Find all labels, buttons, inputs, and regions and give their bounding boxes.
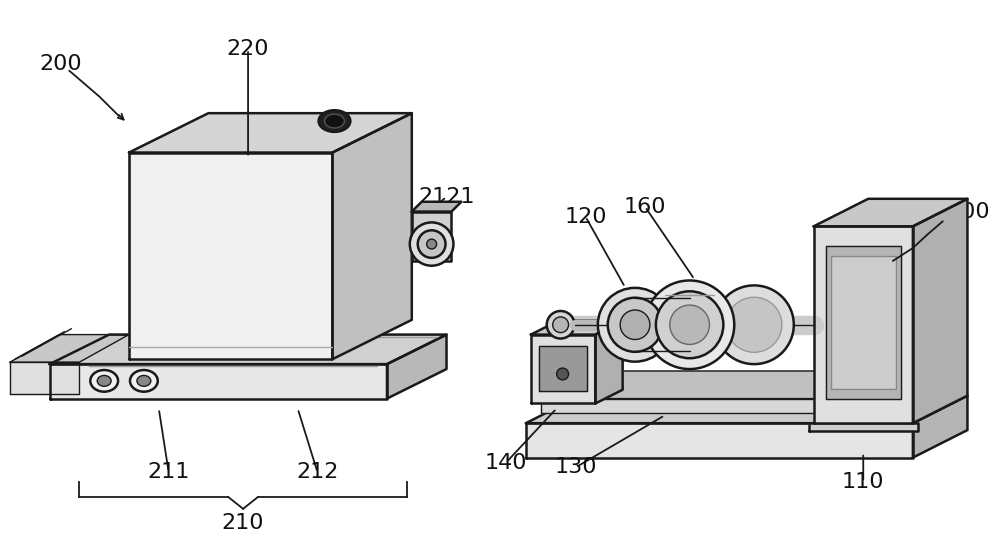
Text: 130: 130 [554, 457, 597, 478]
Polygon shape [50, 335, 447, 364]
Ellipse shape [714, 285, 794, 364]
Polygon shape [539, 346, 587, 391]
Ellipse shape [325, 114, 344, 128]
Polygon shape [412, 212, 451, 261]
Polygon shape [913, 395, 967, 458]
Text: 100: 100 [948, 201, 990, 222]
Ellipse shape [427, 239, 437, 249]
Polygon shape [129, 152, 332, 359]
Text: 2121: 2121 [418, 187, 475, 207]
Text: 212: 212 [296, 463, 339, 482]
Ellipse shape [620, 310, 650, 340]
Ellipse shape [90, 370, 118, 392]
Ellipse shape [319, 110, 350, 132]
Ellipse shape [97, 375, 111, 386]
Ellipse shape [598, 288, 672, 362]
Polygon shape [531, 335, 595, 403]
Ellipse shape [726, 297, 782, 352]
Text: 220: 220 [227, 39, 269, 59]
Text: 120: 120 [564, 206, 607, 227]
Ellipse shape [645, 280, 734, 369]
Polygon shape [387, 335, 447, 399]
Polygon shape [526, 423, 913, 458]
Polygon shape [50, 364, 387, 399]
Polygon shape [826, 246, 901, 399]
Polygon shape [531, 321, 623, 335]
Ellipse shape [418, 230, 446, 258]
Ellipse shape [557, 368, 569, 380]
Text: 140: 140 [485, 453, 527, 473]
Ellipse shape [608, 298, 662, 352]
Polygon shape [814, 227, 913, 423]
Polygon shape [332, 113, 412, 359]
Polygon shape [913, 199, 967, 423]
Text: 211: 211 [147, 463, 190, 482]
Ellipse shape [137, 375, 151, 386]
Ellipse shape [670, 305, 709, 344]
Polygon shape [814, 199, 967, 227]
Text: 160: 160 [624, 197, 666, 217]
Polygon shape [595, 321, 623, 403]
Polygon shape [831, 256, 896, 389]
Text: 110: 110 [842, 472, 885, 492]
Ellipse shape [130, 370, 158, 392]
Ellipse shape [656, 292, 723, 358]
Polygon shape [541, 371, 903, 399]
Polygon shape [129, 113, 412, 152]
Text: 200: 200 [40, 54, 82, 74]
Polygon shape [10, 335, 129, 362]
Polygon shape [526, 395, 967, 423]
Polygon shape [809, 423, 918, 431]
Polygon shape [10, 362, 79, 394]
Polygon shape [412, 202, 461, 212]
Ellipse shape [410, 222, 453, 266]
Ellipse shape [547, 311, 575, 338]
Text: 210: 210 [222, 513, 264, 532]
Polygon shape [541, 399, 848, 413]
Ellipse shape [553, 317, 569, 333]
